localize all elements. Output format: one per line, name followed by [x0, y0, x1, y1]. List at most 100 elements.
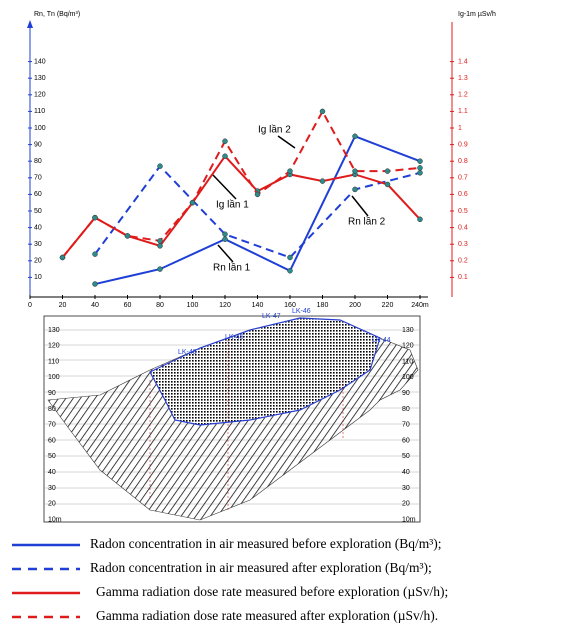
x-tick-label: 180 [317, 302, 329, 309]
x-tick-label: 100 [187, 302, 199, 309]
x-tick-label: 120 [219, 302, 231, 309]
y2-tick-label: 1.1 [458, 108, 468, 115]
y-axis-label: Rn, Tn (Bq/m³) [34, 11, 80, 18]
point [287, 254, 293, 261]
y2-tick-label: 0.8 [458, 158, 468, 165]
y2-tick-label: 0.1 [458, 274, 468, 281]
x-tick-label: 160 [284, 302, 296, 309]
y-tick-label: 10 [34, 274, 42, 281]
series-line [94, 135, 421, 286]
point [417, 158, 423, 164]
legend-label: Radon concentration in air measured afte… [90, 560, 432, 575]
borehole-label: LK-45 [225, 334, 244, 341]
legend-label: Radon concentration in air measured befo… [90, 536, 442, 551]
point [417, 170, 423, 176]
y-arrow [27, 20, 33, 28]
point [59, 254, 66, 261]
elevation-label: 110 [48, 358, 59, 365]
y-tick-label: 40 [34, 224, 42, 231]
point [287, 268, 293, 274]
point [189, 199, 196, 206]
annotation-arrow [212, 174, 237, 200]
point [352, 133, 358, 140]
elevation-label: 20 [402, 501, 410, 508]
elevation-label: 20 [48, 501, 56, 508]
elevation-label: 70 [402, 422, 410, 429]
y2-tick-label: 0.6 [458, 191, 468, 198]
y-tick-label: 60 [34, 191, 42, 198]
y-tick-label: 130 [34, 75, 46, 82]
elevation-label: 80 [48, 406, 56, 413]
y2-tick-label: 0.4 [458, 224, 468, 231]
point [222, 231, 228, 237]
y-tick-label: 140 [34, 58, 46, 65]
borehole-label: LK-44 [372, 337, 391, 344]
x-tick-label: 220 [382, 302, 394, 309]
elevation-label: 10m [48, 516, 62, 523]
elevation-label: 130 [402, 327, 414, 334]
y-tick-label: 110 [34, 108, 45, 115]
annotation-arrow [351, 195, 369, 217]
point [92, 251, 98, 257]
point [384, 181, 391, 188]
elevation-label: 90 [48, 390, 56, 397]
y2-tick-label: 0.9 [458, 141, 468, 148]
annotation: Rn lần 2 [348, 216, 386, 228]
point [319, 178, 326, 184]
elevation-label: 60 [402, 437, 410, 444]
y-tick-label: 120 [34, 92, 46, 99]
x-tick-label: 80 [156, 302, 164, 309]
annotation: Rn lần 1 [213, 262, 251, 274]
annotation: Ig lần 1 [216, 199, 249, 211]
legend-label: Gamma radiation dose rate measured befor… [96, 584, 448, 599]
elevation-label: 40 [48, 469, 56, 476]
y2-tick-label: 0.2 [458, 258, 468, 265]
y-tick-label: 90 [34, 141, 42, 148]
y-tick-label: 30 [34, 241, 42, 248]
x-tick-label: 40 [91, 302, 99, 309]
y2-tick-label: 1 [458, 125, 462, 132]
y2-tick-label: 1.4 [458, 58, 468, 65]
borehole-label: LK-47 [262, 313, 281, 320]
y-tick-label: 80 [34, 158, 42, 165]
y2-tick-label: 1.2 [458, 92, 468, 99]
x-tick-label: 20 [59, 302, 67, 309]
elevation-label: 70 [48, 422, 56, 429]
point [417, 216, 423, 223]
y-tick-label: 20 [34, 258, 42, 265]
point [157, 266, 163, 272]
x-tick-label: 200 [349, 302, 361, 309]
y2-tick-label: 1.3 [458, 75, 468, 82]
point [222, 138, 228, 145]
y2-tick-label: 0.7 [458, 175, 468, 182]
elevation-label: 30 [48, 485, 56, 492]
point [319, 108, 326, 115]
y-tick-label: 100 [34, 125, 46, 132]
y2-axis-label: Ig-1m µSv/h [458, 11, 496, 18]
elevation-label: 50 [402, 453, 410, 460]
elevation-label: 50 [48, 453, 56, 460]
elevation-label: 100 [402, 374, 414, 381]
annotation-arrow [277, 135, 296, 149]
point [222, 236, 228, 242]
y2-tick-label: 0.3 [458, 241, 468, 248]
series-line [61, 109, 421, 259]
x-tick-label: 140 [252, 302, 264, 309]
elevation-label: 10m [402, 516, 416, 523]
elevation-label: 30 [402, 485, 410, 492]
point [124, 233, 131, 239]
annotation: Ig lần 2 [258, 124, 291, 136]
elevation-label: 80 [402, 406, 410, 413]
elevation-label: 40 [402, 469, 410, 476]
point [157, 163, 163, 169]
elevation-label: 120 [48, 343, 60, 350]
point [384, 168, 391, 174]
point [92, 214, 98, 221]
x-tick-label: 60 [124, 302, 132, 309]
series-line [94, 164, 421, 259]
legend-label: Gamma radiation dose rate measured after… [96, 608, 438, 623]
point [352, 168, 358, 174]
cross-section [43, 315, 421, 523]
elevation-label: 90 [402, 390, 410, 397]
